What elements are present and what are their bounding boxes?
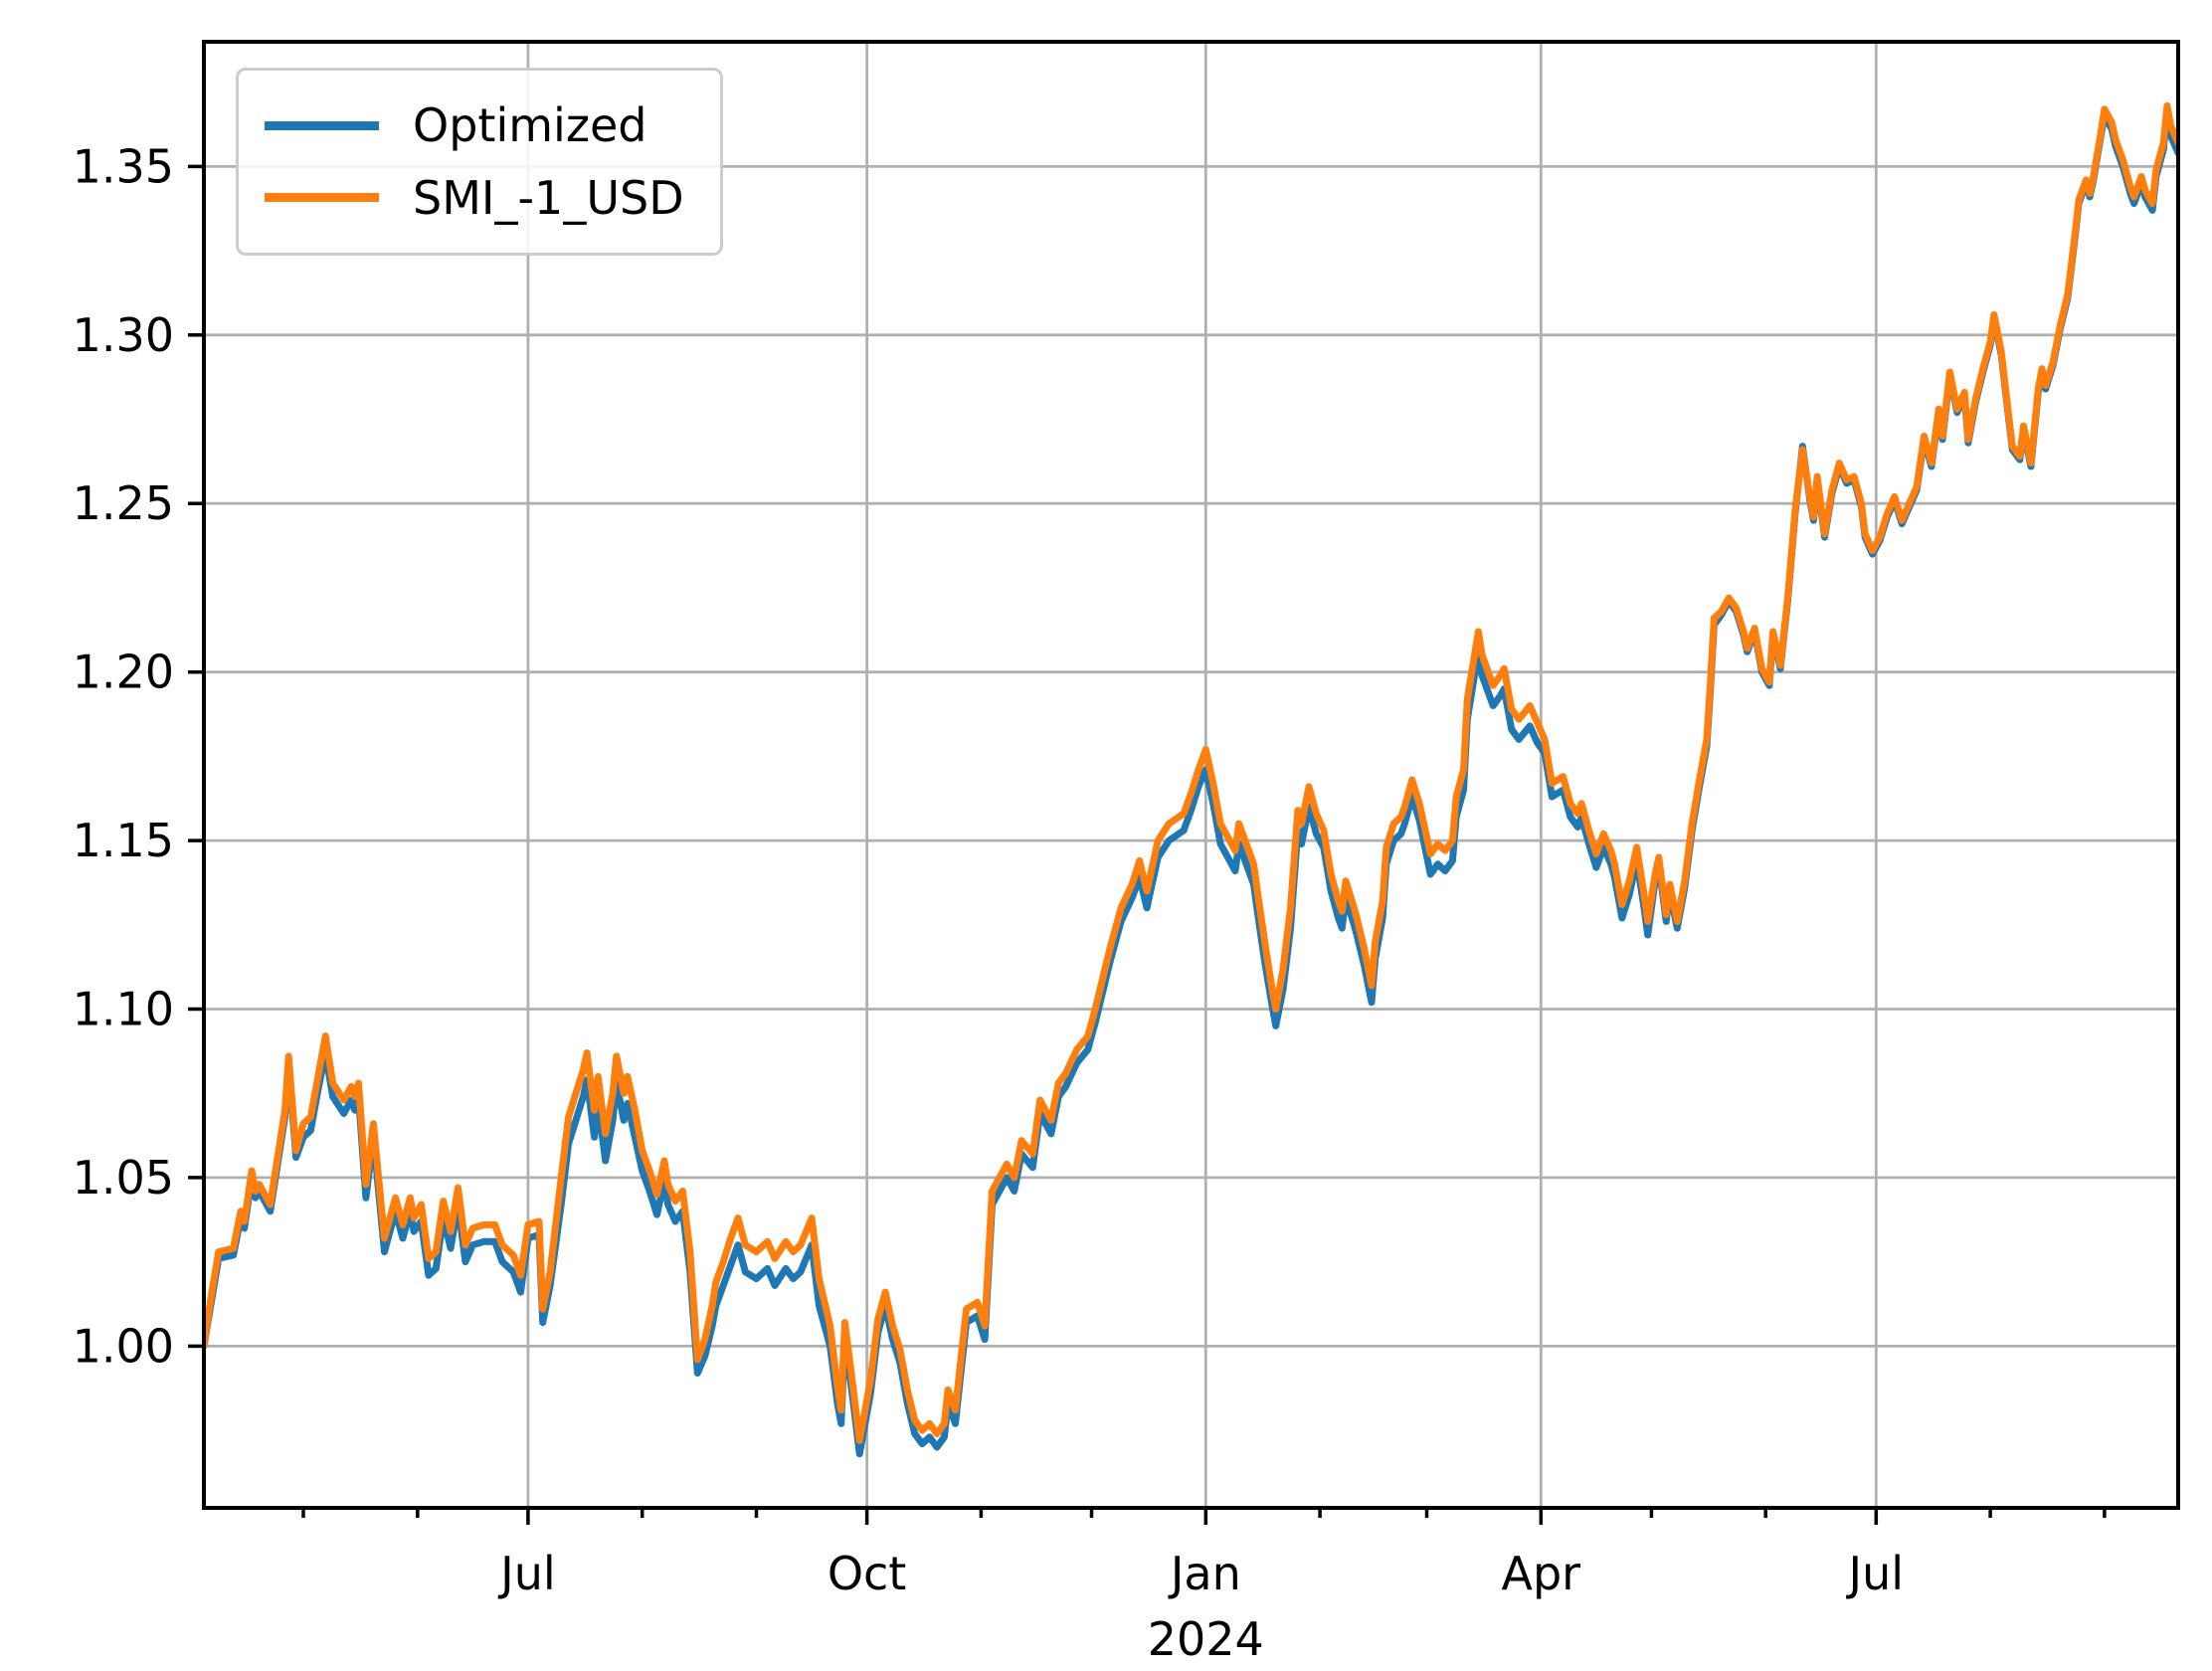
x-tick-label-2024-04-01: Apr — [1502, 1547, 1581, 1600]
axes-spines — [202, 40, 2180, 1510]
legend-box: Optimized SMI_-1_USD — [236, 68, 723, 256]
x-tick-label-2024-07-01: Jul — [1846, 1547, 1905, 1600]
legend-label-smi: SMI_-1_USD — [413, 170, 684, 225]
x-year-label: 2024 — [1148, 1612, 1264, 1666]
legend-entry-optimized: Optimized — [265, 102, 720, 148]
y-tick-label-1.25: 1.25 — [73, 476, 174, 530]
x-tick-label-2023-07-01: Jul — [497, 1547, 556, 1600]
y-tick-label-1.30: 1.30 — [73, 308, 174, 362]
legend-label-optimized: Optimized — [413, 98, 647, 153]
legend-entry-smi: SMI_-1_USD — [265, 175, 720, 221]
y-tick-label-1.35: 1.35 — [73, 139, 174, 193]
y-tick-label-1.05: 1.05 — [73, 1151, 174, 1205]
legend-line-swatch-orange — [265, 193, 379, 203]
x-tick-label-2023-10-01: Oct — [828, 1547, 907, 1600]
y-tick-label-1.10: 1.10 — [73, 983, 174, 1036]
y-tick-label-1.20: 1.20 — [73, 646, 174, 699]
legend-line-swatch-blue — [265, 120, 379, 130]
y-tick-label-1.00: 1.00 — [73, 1319, 174, 1373]
series-line-SMI_-1_USD — [204, 101, 2178, 1444]
y-tick-label-1.15: 1.15 — [73, 814, 174, 867]
x-tick-label-2024-01-01: Jan — [1168, 1547, 1241, 1600]
